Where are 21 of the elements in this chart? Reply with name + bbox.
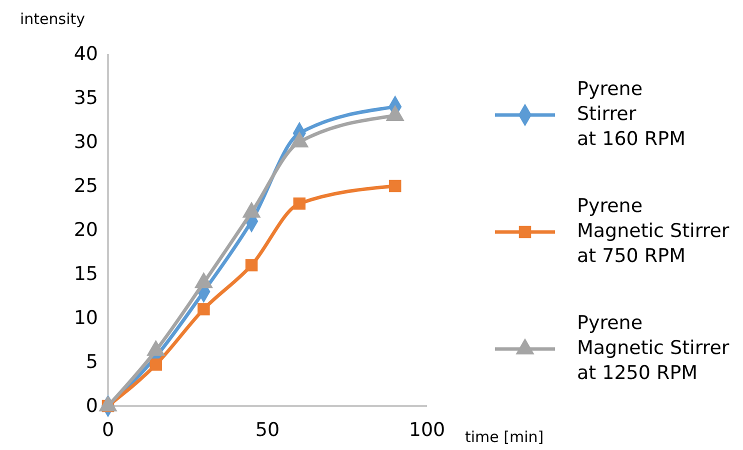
legend-label: Pyrene Stirrer at 160 RPM xyxy=(577,78,686,150)
y-tick-label: 25 xyxy=(74,175,98,197)
x-axis-title: time [min] xyxy=(465,428,544,446)
y-tick-label: 30 xyxy=(74,131,98,153)
x-tick-label: 50 xyxy=(255,419,280,441)
y-tick-label: 15 xyxy=(74,263,98,285)
point xyxy=(293,197,306,210)
point xyxy=(388,180,402,192)
y-tick-label: 35 xyxy=(74,87,98,109)
x-tick-label: 100 xyxy=(408,419,446,441)
x-tick-label: 0 xyxy=(102,419,114,441)
y-tick-label: 20 xyxy=(74,219,98,241)
legend-label: Pyrene Magnetic Stirrer at 1250 RPM xyxy=(577,312,730,384)
y-tick-label: 40 xyxy=(74,43,98,65)
y-tick-label: 5 xyxy=(86,351,98,373)
y-tick-label: 10 xyxy=(74,307,98,329)
y-tick-label: 0 xyxy=(86,395,98,417)
point xyxy=(245,259,258,272)
point xyxy=(198,303,210,316)
legend-label: Pyrene Magnetic Stirrer at 750 RPM xyxy=(577,195,730,267)
y-axis-title: intensity xyxy=(20,10,86,28)
